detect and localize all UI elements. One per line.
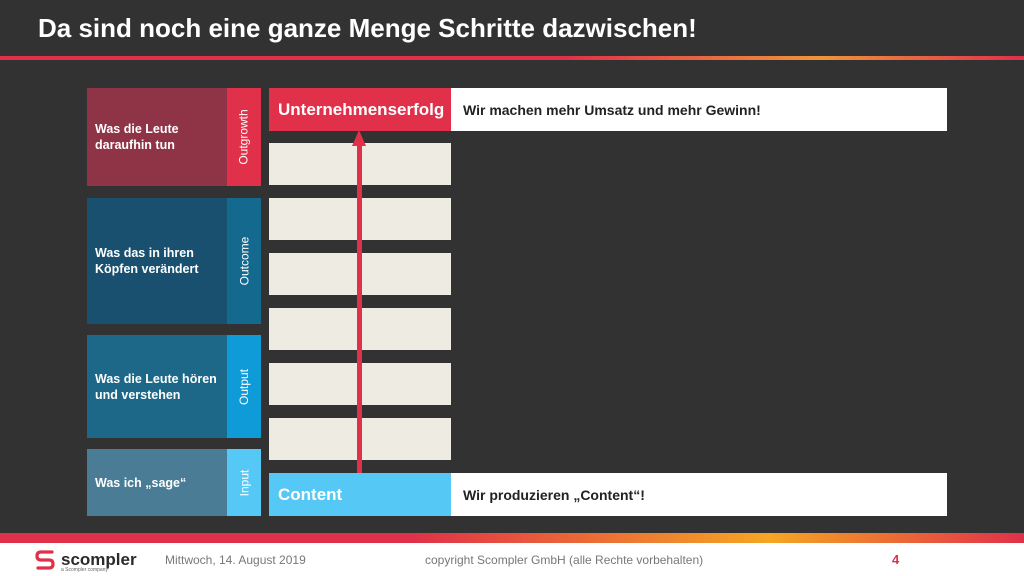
row-outcome: Was das in ihren Köpfen verändert Outcom…: [87, 198, 261, 324]
title-divider: [0, 56, 1024, 60]
row-outgrowth: Was die Leute daraufhin tun Outgrowth: [87, 88, 261, 186]
row-label-box: Was ich „sage“: [87, 449, 227, 516]
bottom-box-description: Wir produzieren „Content“!: [451, 473, 947, 516]
row-tag-box: Outcome: [227, 198, 261, 324]
row-label: Was die Leute daraufhin tun: [95, 122, 179, 152]
slide-title: Da sind noch eine ganze Menge Schritte d…: [38, 13, 697, 43]
row-input: Was ich „sage“ Input: [87, 449, 261, 516]
footer-date: Mittwoch, 14. August 2019: [165, 553, 306, 567]
top-box-description: Wir machen mehr Umsatz und mehr Gewinn!: [451, 88, 947, 131]
row-label-box: Was die Leute hören und verstehen: [87, 335, 227, 438]
row-output: Was die Leute hören und verstehen Output: [87, 335, 261, 438]
up-arrow-icon: [352, 130, 366, 146]
logo-text: scompler: [61, 550, 137, 569]
row-tag: Outcome: [237, 236, 251, 286]
footer-divider: [0, 533, 1024, 543]
logo-subtext: a Scompler company: [61, 567, 108, 573]
scompler-logo: scompler a Scompler company: [34, 549, 137, 573]
row-label-box: Was das in ihren Köpfen verändert: [87, 198, 227, 324]
row-tag-box: Input: [227, 449, 261, 516]
slide: Da sind noch eine ganze Menge Schritte d…: [0, 0, 1024, 538]
page-number: 4: [892, 552, 900, 567]
row-label: Was die Leute hören und verstehen: [95, 371, 217, 402]
up-arrow-shaft: [357, 143, 362, 473]
row-tag: Input: [236, 469, 251, 496]
footer: scompler a Scompler company Mittwoch, 14…: [0, 543, 1024, 576]
top-box-label: Unternehmenserfolg: [269, 88, 451, 131]
row-label: Was das in ihren Köpfen verändert: [95, 246, 199, 276]
row-tag: Output: [237, 368, 251, 405]
row-tag-box: Output: [227, 335, 261, 438]
row-tag-box: Outgrowth: [227, 88, 261, 186]
row-label-box: Was die Leute daraufhin tun: [87, 88, 227, 186]
row-label: Was ich „sage“: [95, 475, 187, 490]
scompler-logo-icon: [35, 550, 55, 570]
row-tag: Outgrowth: [237, 109, 252, 165]
bottom-box-label: Content: [269, 473, 451, 516]
footer-copyright: copyright Scompler GmbH (alle Rechte vor…: [425, 553, 704, 567]
